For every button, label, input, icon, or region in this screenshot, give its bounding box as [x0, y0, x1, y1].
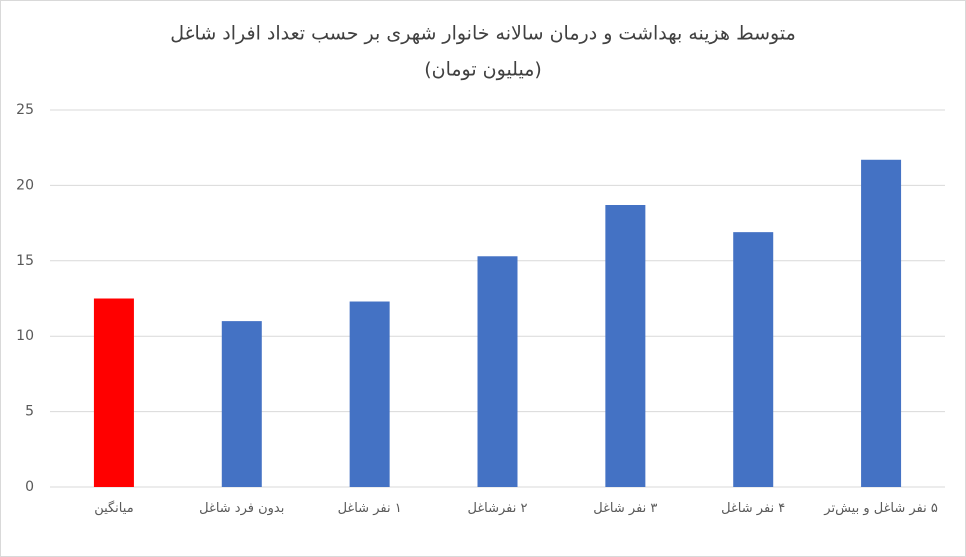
bar [733, 232, 774, 487]
bar [477, 256, 518, 487]
x-tick-label: ۲ نفرشاغل [467, 501, 528, 516]
x-tick-label: ۴ نفر شاغل [721, 501, 786, 516]
y-tick-label: 20 [16, 177, 34, 193]
x-tick-label: ۱ نفر شاغل [337, 501, 402, 516]
y-tick-label: 10 [16, 328, 34, 344]
y-tick-label: 5 [25, 404, 34, 420]
bar [861, 159, 902, 487]
x-tick-label: ۳ نفر شاغل [593, 501, 658, 516]
bar [605, 205, 646, 487]
y-tick-label: 15 [16, 253, 34, 269]
chart-subtitle: (میلیون تومان) [424, 59, 542, 81]
bar [349, 301, 390, 487]
x-tick-label: بدون فرد شاغل [199, 501, 285, 516]
y-tick-label: 0 [25, 479, 34, 495]
bar [221, 321, 262, 487]
y-tick-label: 25 [16, 102, 34, 118]
x-tick-label: میانگین [94, 501, 134, 516]
x-tick-label: ۵ نفر شاغل و بیش‌تر [824, 501, 938, 516]
chart-title: متوسط هزینه بهداشت و درمان سالانه خانوار… [170, 23, 796, 45]
bar [93, 298, 134, 487]
